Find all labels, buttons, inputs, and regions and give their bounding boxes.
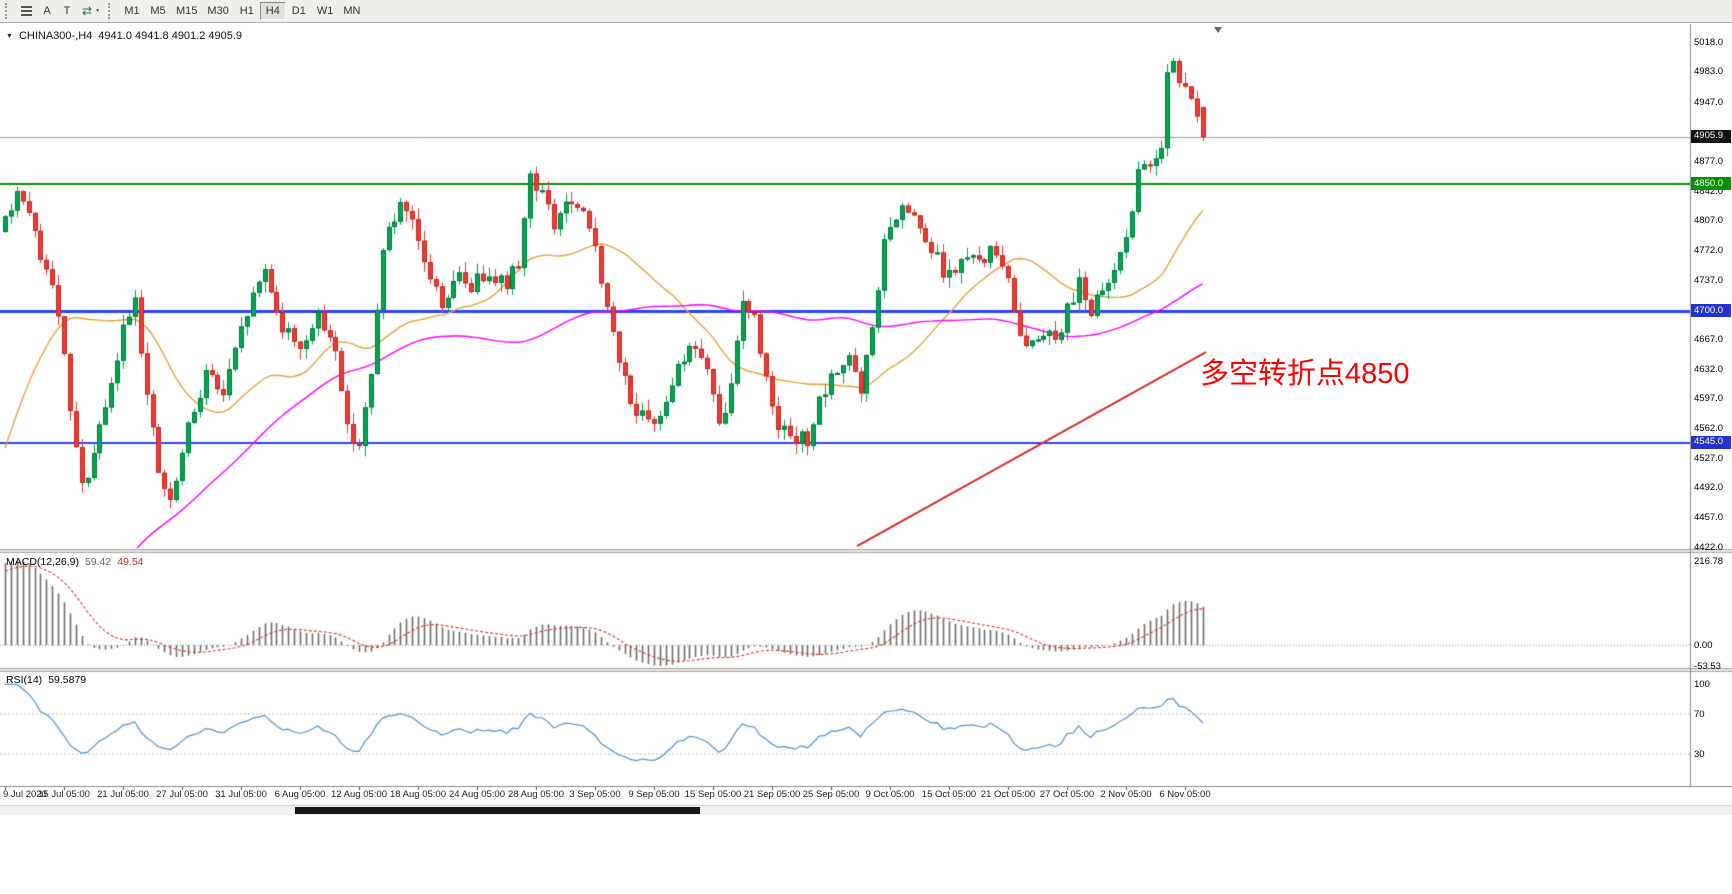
text-tool-t-button[interactable]: T — [63, 5, 71, 17]
toolbar-grip[interactable] — [5, 3, 11, 19]
dropdown-caret-icon: ▼ — [95, 8, 101, 14]
timeframe-button-m15[interactable]: M15 — [176, 5, 198, 17]
timeframe-button-w1[interactable]: W1 — [316, 5, 334, 17]
chart-shift-marker[interactable] — [1214, 27, 1222, 33]
macd-main-value: 59.42 — [84, 556, 112, 568]
chart-annotation-text[interactable]: 多空转折点4850 — [1200, 358, 1410, 390]
h-scrollbar-thumb[interactable] — [295, 807, 700, 814]
main-chart-panel[interactable] — [0, 26, 1690, 548]
timeframe-button-m5[interactable]: M5 — [150, 5, 166, 17]
timeframe-button-h1[interactable]: H1 — [239, 5, 254, 17]
toolbar: A T ⇄ ▼ M1 M5 M15 M30 H1 H4 D1 W1 MN — [0, 0, 1732, 23]
time-axis[interactable] — [0, 786, 1690, 804]
timeframe-toolbar: M1 M5 M15 M30 H1 H4 D1 W1 MN — [119, 2, 365, 20]
symbol-title: CHINA300-,H4 — [18, 30, 93, 42]
rsi-name: RSI(14) — [6, 674, 43, 686]
rsi-panel[interactable] — [0, 672, 1690, 784]
symbol-dropdown-icon[interactable]: ▼ — [6, 32, 13, 40]
h-scrollbar-track[interactable] — [0, 806, 1732, 815]
macd-label: MACD(12,26,9) 59.42 49.54 — [6, 556, 144, 568]
macd-panel[interactable] — [0, 553, 1690, 668]
macd-signal-value: 49.54 — [117, 556, 144, 568]
toolbar-grip-2[interactable] — [108, 3, 114, 19]
timeframe-button-m1[interactable]: M1 — [124, 5, 140, 17]
timeframe-button-h4[interactable]: H4 — [259, 2, 286, 20]
bars-icon — [21, 6, 32, 8]
timeframe-button-mn[interactable]: MN — [343, 5, 361, 17]
cycle-arrows-icon: ⇄ — [82, 4, 93, 18]
timeframe-button-d1[interactable]: D1 — [291, 5, 306, 17]
macd-name: MACD(12,26,9) — [6, 556, 79, 568]
symbol-ohlc-quotes: 4941.0 4941.8 4901.2 4905.9 — [98, 30, 243, 42]
timeframe-button-m30[interactable]: M30 — [207, 5, 229, 17]
rsi-label: RSI(14) 59.5879 — [6, 674, 86, 686]
text-tool-a-button[interactable]: A — [43, 5, 51, 17]
cycle-tool-button[interactable]: ⇄ ▼ — [77, 2, 105, 20]
rsi-value: 59.5879 — [48, 674, 87, 686]
price-axis[interactable] — [1690, 26, 1732, 786]
chart-bars-button[interactable] — [16, 2, 37, 20]
chart-symbol-header: ▼ CHINA300-,H4 4941.0 4941.8 4901.2 4905… — [6, 30, 242, 42]
